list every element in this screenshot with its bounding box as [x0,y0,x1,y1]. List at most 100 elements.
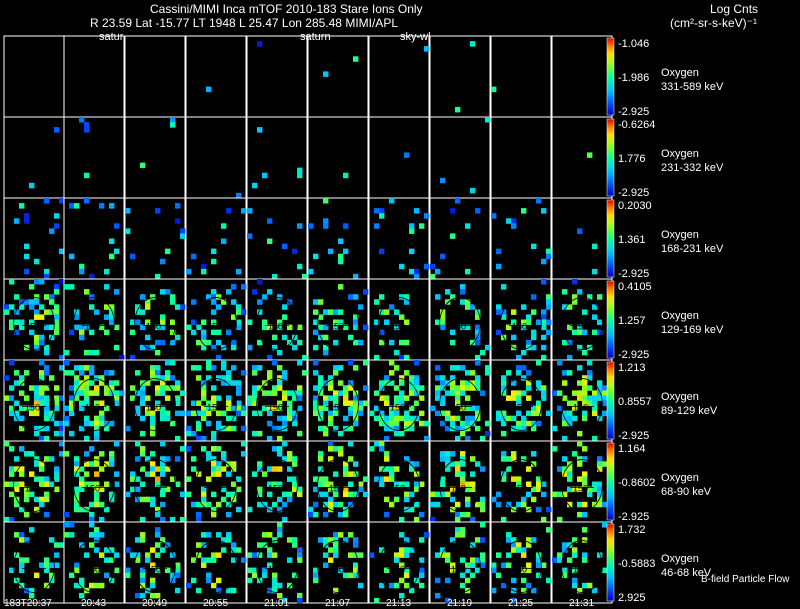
intensity-pixel [485,365,491,371]
intensity-pixel [536,410,542,417]
intensity-pixel [414,400,420,406]
intensity-pixel [34,476,40,482]
intensity-pixel [236,405,242,412]
intensity-pixel [262,294,268,300]
intensity-pixel [572,390,578,396]
intensity-pixel [435,592,441,599]
intensity-pixel [302,370,308,376]
intensity-pixel [409,420,415,427]
intensity-pixel [328,395,334,401]
intensity-pixel [89,501,95,508]
intensity-pixel [506,532,512,538]
intensity-pixel [282,243,288,250]
intensity-pixel [501,410,507,417]
intensity-pixel [257,339,263,346]
intensity-pixel [160,516,166,523]
intensity-pixel [216,339,222,346]
intensity-pixel [49,324,55,331]
intensity-pixel [470,385,476,391]
intensity-pixel [318,410,324,417]
intensity-pixel [323,537,329,543]
intensity-pixel [114,390,120,396]
flow-contour [317,297,359,350]
intensity-pixel [155,324,161,331]
intensity-pixel [130,329,136,336]
intensity-pixel [343,172,349,179]
intensity-pixel [257,309,263,315]
intensity-pixel [374,223,380,229]
intensity-pixel [257,385,263,391]
intensity-pixel [226,461,232,467]
intensity-pixel [460,430,466,437]
intensity-pixel [592,314,598,320]
intensity-pixel [282,516,288,523]
intensity-pixel [506,370,512,376]
intensity-pixel [562,567,568,574]
intensity-pixel [343,324,349,331]
intensity-pixel [348,572,354,579]
intensity-pixel [511,537,517,543]
intensity-pixel [567,370,573,376]
intensity-pixel [109,451,115,457]
intensity-pixel [440,385,446,391]
intensity-pixel [577,486,583,493]
intensity-pixel [582,537,588,543]
intensity-pixel [196,425,202,432]
intensity-pixel [353,273,359,280]
intensity-pixel [211,365,217,371]
intensity-pixel [150,592,156,599]
intensity-pixel [99,501,105,508]
intensity-pixel [379,385,385,391]
intensity-pixel [226,208,232,214]
intensity-pixel [343,486,349,493]
intensity-pixel [29,284,35,290]
colorbar [606,442,615,521]
intensity-pixel [445,425,451,432]
intensity-pixel [536,481,542,487]
intensity-pixel [440,253,446,260]
flow-contour [378,459,420,512]
intensity-pixel [338,380,344,386]
intensity-pixel [404,395,410,401]
intensity-pixel [292,420,298,427]
intensity-pixel [313,395,319,401]
intensity-pixel [287,582,293,589]
intensity-pixel [435,552,441,558]
intensity-pixel [536,486,542,493]
intensity-pixel [318,314,324,320]
intensity-pixel [374,415,380,422]
intensity-pixel [39,304,45,310]
intensity-pixel [262,572,268,579]
intensity-pixel [236,410,242,417]
intensity-pixel [39,395,45,401]
contour-label: 150 [329,322,344,332]
intensity-pixel [94,471,100,477]
intensity-pixel [104,370,110,376]
intensity-pixel [491,86,497,93]
image-panel [307,116,369,199]
intensity-pixel [196,365,202,371]
intensity-pixel [39,496,45,503]
intensity-pixel [84,435,90,442]
intensity-pixel [541,491,547,498]
intensity-pixel [89,481,95,487]
intensity-pixel [84,471,90,477]
intensity-pixel [496,263,502,270]
intensity-pixel [440,476,446,482]
intensity-pixel [470,542,476,548]
intensity-pixel [353,420,359,427]
intensity-pixel [9,466,15,472]
intensity-pixel [379,248,385,255]
intensity-pixel [84,127,90,133]
intensity-pixel [531,420,537,427]
intensity-pixel [241,284,247,290]
intensity-pixel [54,405,60,412]
intensity-pixel [577,511,583,518]
intensity-pixel [130,395,136,401]
intensity-pixel [348,425,354,432]
intensity-pixel [145,496,151,503]
intensity-pixel [267,289,273,295]
intensity-pixel [297,172,303,179]
intensity-pixel [160,471,166,477]
intensity-pixel [597,552,603,558]
